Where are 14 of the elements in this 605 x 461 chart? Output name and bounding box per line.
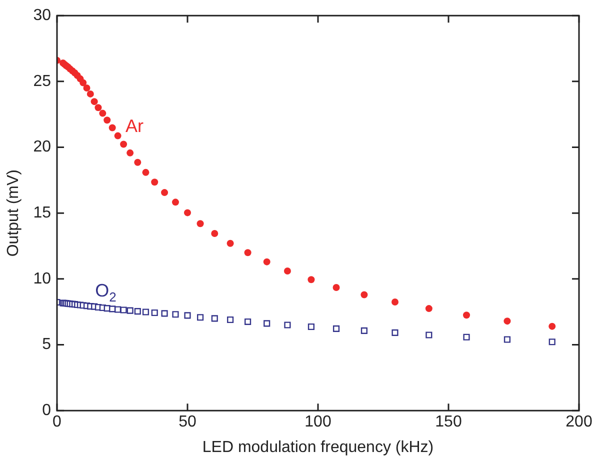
y-tick-label: 20 [33, 138, 52, 156]
y-tick-label: 5 [42, 336, 52, 354]
y-tick-label: 25 [33, 72, 52, 90]
series-label: Ar [126, 116, 144, 136]
y-tick-label: 15 [33, 204, 52, 222]
x-axis-title: LED modulation frequency (kHz) [202, 438, 434, 456]
y-axis-title: Output (mV) [5, 170, 22, 257]
y-tick-label: 30 [33, 7, 52, 24]
x-tick-label: 50 [178, 414, 196, 431]
x-tick-label: 200 [566, 414, 592, 431]
y-tick-label: 0 [42, 402, 52, 420]
x-tick-label: 100 [304, 414, 332, 431]
y-tick-label: 10 [33, 270, 52, 288]
x-tick-label: 150 [435, 414, 462, 431]
